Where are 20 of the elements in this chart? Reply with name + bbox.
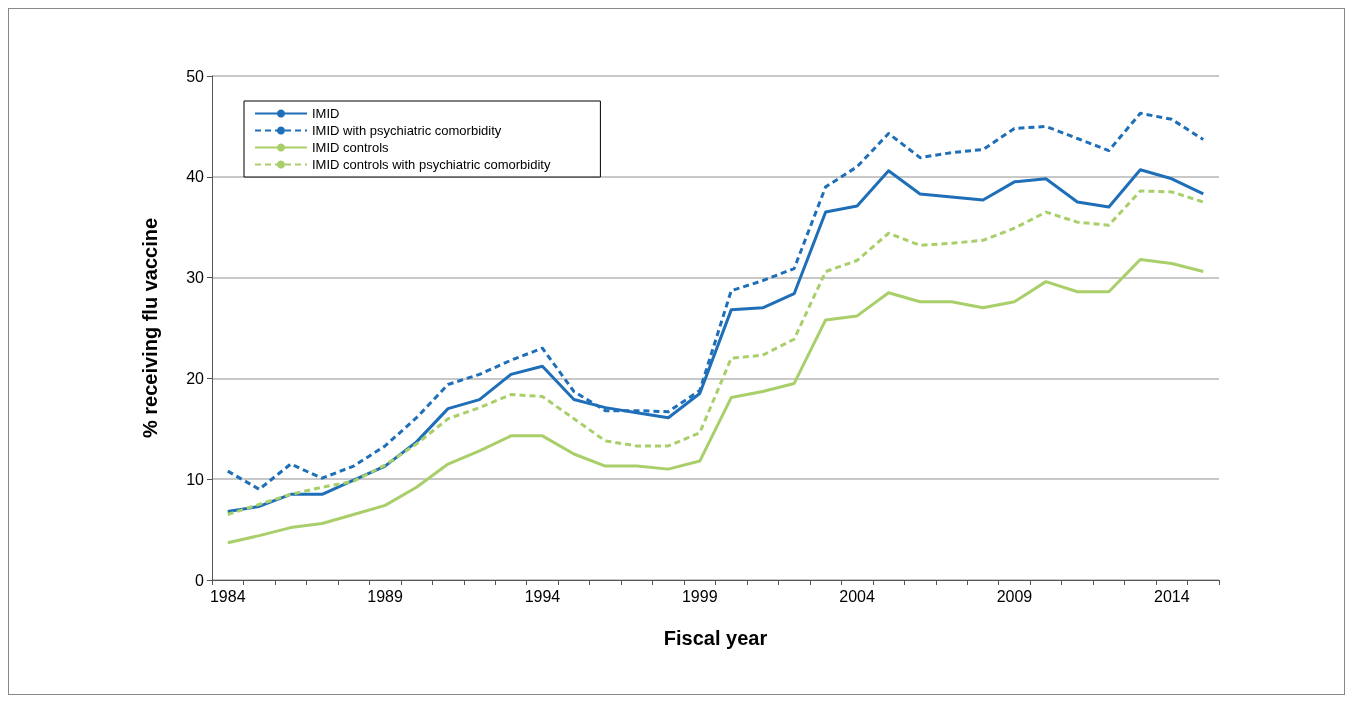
x-tick-label: 1999 bbox=[681, 587, 718, 605]
x-tick-label: 1989 bbox=[367, 587, 403, 605]
x-tick-label: 2014 bbox=[1154, 587, 1190, 605]
y-tick-label: 50 bbox=[186, 67, 205, 85]
y-tick-label: 40 bbox=[186, 168, 205, 186]
x-tick-label: 1984 bbox=[209, 587, 246, 605]
y-tick-label: 0 bbox=[195, 571, 205, 589]
legend-label: IMID controls with psychiatric comorbidity bbox=[312, 157, 551, 172]
x-tick-label: 2004 bbox=[839, 587, 876, 605]
x-tick-label: 1994 bbox=[524, 587, 561, 605]
x-tick-label: 2009 bbox=[996, 587, 1033, 605]
x-axis-title: Fiscal year bbox=[663, 627, 768, 649]
y-tick-label: 20 bbox=[186, 369, 205, 387]
y-tick-label: 30 bbox=[186, 269, 205, 287]
y-tick-label: 10 bbox=[186, 470, 205, 488]
legend-label: IMID with psychiatric comorbidity bbox=[312, 123, 502, 138]
y-axis-title: % receiving flu vaccine bbox=[139, 217, 161, 439]
legend-label: IMID controls bbox=[312, 140, 390, 155]
line-series bbox=[226, 257, 1205, 545]
legend-label: IMID bbox=[312, 106, 340, 121]
